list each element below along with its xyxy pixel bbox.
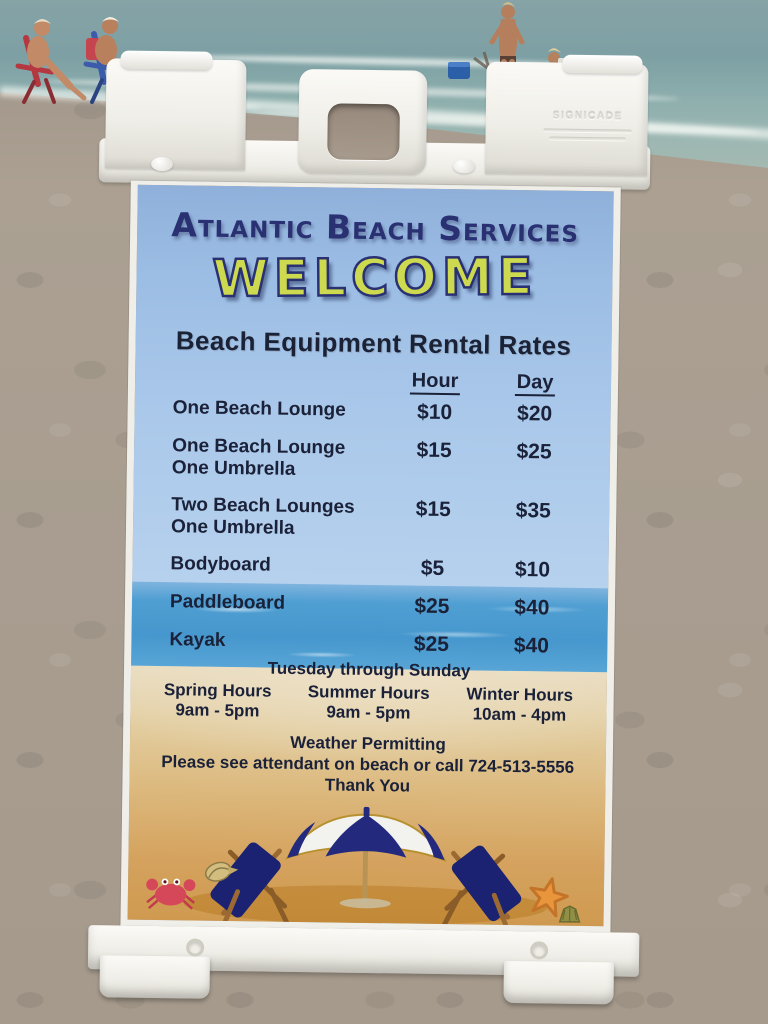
- rate-hour-price: $15: [416, 438, 452, 463]
- a-frame-sign: SIGNICADE Atlantic Beach Services WELCOM…: [81, 50, 661, 1008]
- rate-day-price: $20: [516, 402, 553, 426]
- table-row: Two Beach Lounges One Umbrella $15 $35: [171, 494, 598, 545]
- spring-hours: Spring Hours 9am - 5pm: [163, 679, 272, 721]
- weather-note: Weather Permitting: [290, 732, 446, 754]
- rate-hour-price: $10: [416, 400, 453, 425]
- rate-day-price: $10: [514, 557, 551, 582]
- table-row: Paddleboard $25 $40: [170, 591, 596, 621]
- frame-bump: [452, 159, 476, 174]
- rate-hour-price: $5: [420, 556, 445, 580]
- deck-chair-icon: [442, 845, 522, 927]
- hour-column-header: Hour: [385, 369, 485, 396]
- sign-poster: Atlantic Beach Services WELCOME Beach Eq…: [120, 180, 621, 933]
- rate-day-price: $35: [515, 498, 551, 523]
- sign-foot: [99, 955, 211, 999]
- rates-table: Hour Day One Beach Lounge $10 $20 One Be…: [143, 366, 599, 659]
- starfish-icon: [529, 877, 569, 918]
- rate-day-price: $40: [513, 633, 550, 658]
- beach-illustration: [146, 806, 581, 927]
- rate-hour-price: $15: [415, 497, 451, 521]
- frame-bump: [150, 156, 174, 172]
- umbrella-icon: [284, 806, 447, 909]
- summer-hours: Summer Hours 9am - 5pm: [307, 681, 430, 723]
- winter-hours: Winter Hours 10am - 4pm: [466, 683, 574, 725]
- cooler: [448, 62, 470, 79]
- conch-shell-icon: [204, 861, 239, 882]
- rate-item-label: Paddleboard: [169, 590, 286, 614]
- rates-header-spacer: [173, 366, 385, 369]
- sign-frame-bottom: [81, 925, 648, 1008]
- carry-handle-cutout: [327, 103, 400, 161]
- sign-frame-top: SIGNICADE: [93, 50, 661, 190]
- rate-hour-price: $25: [413, 632, 450, 656]
- rates-heading: Beach Equipment Rental Rates: [175, 325, 572, 361]
- rate-item-label: One Beach Lounge: [172, 397, 346, 421]
- table-row: Kayak $25 $40: [169, 629, 595, 659]
- rate-day-price: $40: [514, 595, 550, 620]
- welcome-text: WELCOME: [211, 247, 539, 311]
- table-row: One Beach Lounge One Umbrella $15 $25: [172, 435, 599, 486]
- table-row: Bodyboard $5 $10: [170, 553, 596, 583]
- hinge: [120, 50, 213, 70]
- rate-day-price: $25: [516, 440, 552, 464]
- crab-icon: [146, 878, 196, 910]
- sign-title: Atlantic Beach Services: [171, 205, 580, 250]
- deck-chair-icon: [210, 842, 289, 925]
- brand-emboss-text: SIGNICADE: [552, 110, 623, 123]
- rivet: [186, 938, 205, 957]
- thank-you-text: Thank You: [324, 775, 411, 796]
- seated-beachgoer: [15, 19, 87, 104]
- shell-icon: [558, 905, 581, 923]
- rate-item-label: Two Beach Lounges One Umbrella: [170, 494, 355, 540]
- frame-left-post: [105, 58, 247, 171]
- day-column-header: Day: [485, 370, 585, 397]
- table-row: One Beach Lounge $10 $20: [172, 397, 598, 427]
- rate-item-label: Kayak: [169, 628, 226, 651]
- days-open: Tuesday through Sunday: [267, 658, 471, 681]
- seasonal-hours: Spring Hours 9am - 5pm Summer Hours 9am …: [142, 679, 595, 725]
- rate-item-label: Bodyboard: [170, 552, 271, 576]
- rate-hour-price: $25: [414, 594, 450, 618]
- rates-header-row: Hour Day: [173, 366, 599, 397]
- sign-foot: [503, 960, 614, 1005]
- attendant-note: Please see attendant on beach or call 72…: [161, 751, 575, 777]
- hinge: [562, 54, 643, 74]
- rate-item-label: One Beach Lounge One Umbrella: [171, 435, 346, 481]
